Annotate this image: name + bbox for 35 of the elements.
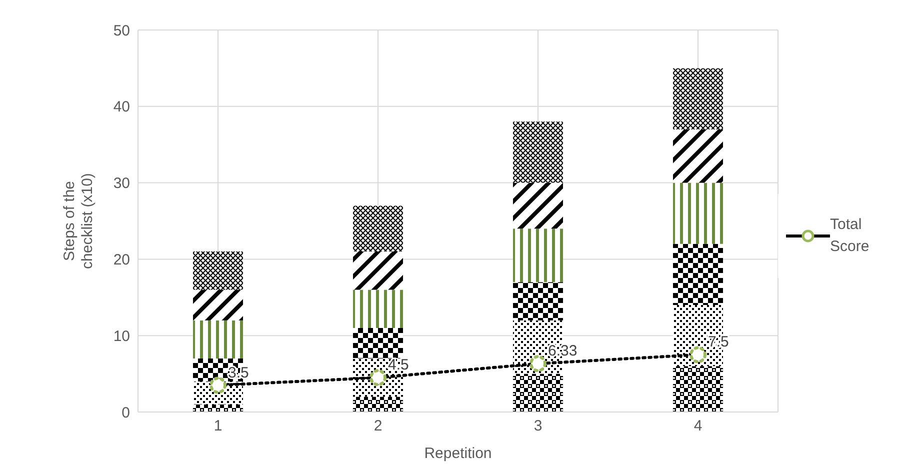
bar [353,252,403,290]
y-tick-label: 20 [113,252,130,269]
x-tick-label: 4 [694,418,702,435]
bar [193,290,243,320]
y-tick-label: 40 [113,98,130,116]
data-label: 6.33 [548,342,578,360]
bar [513,228,563,282]
bar [673,182,723,244]
x-axis-title: Repetition [424,445,492,462]
bar [193,320,243,359]
y-tick-label: 10 [113,328,130,345]
x-tick-label: 2 [374,418,382,435]
x-tick-label: 3 [534,418,542,435]
data-label: 4.5 [388,356,409,374]
y-tick-label: 30 [113,175,130,192]
bar [353,290,403,328]
bar [513,282,563,320]
y-axis-title: Steps of the checklist (x10) [61,173,96,269]
bar [193,252,243,290]
bar [513,122,563,183]
data-label: 7.5 [708,334,729,351]
bar [673,129,723,183]
bar [673,366,723,412]
x-tick-label: 1 [214,418,222,435]
legend-label: Total Score [830,214,870,256]
bar [353,328,403,359]
bar [673,68,723,130]
bar [193,404,243,412]
bar [513,182,563,229]
bar [353,206,403,252]
bar [513,374,563,412]
bar [353,396,403,412]
y-tick-label: 0 [122,404,130,422]
y-tick-label: 50 [113,22,130,40]
bar [673,244,723,306]
